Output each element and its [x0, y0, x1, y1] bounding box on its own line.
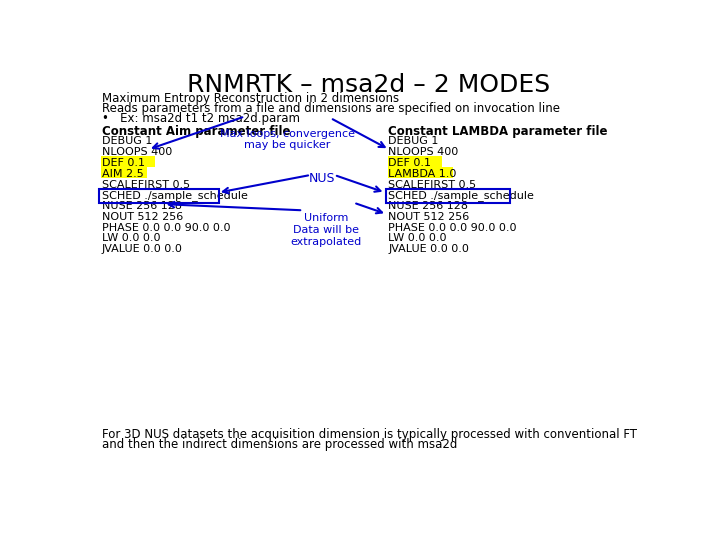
Text: DEBUG 1: DEBUG 1	[102, 137, 152, 146]
Text: AIM 2.5: AIM 2.5	[102, 168, 143, 179]
Text: NUSE 256 128: NUSE 256 128	[102, 201, 181, 211]
Text: NOUT 512 256: NOUT 512 256	[388, 212, 469, 222]
Text: SCHED ./sample_schedule: SCHED ./sample_schedule	[388, 190, 534, 201]
Text: and then the indirect dimensions are processed with msa2d: and then the indirect dimensions are pro…	[102, 438, 457, 451]
Text: NUS: NUS	[310, 172, 336, 185]
Bar	[387, 167, 454, 178]
Bar	[387, 157, 442, 167]
Text: LW 0.0 0.0: LW 0.0 0.0	[388, 233, 447, 244]
Text: Max loops, convergence
may be quicker: Max loops, convergence may be quicker	[220, 129, 355, 150]
Text: LW 0.0 0.0: LW 0.0 0.0	[102, 233, 160, 244]
Text: JVALUE 0.0 0.0: JVALUE 0.0 0.0	[102, 244, 182, 254]
Text: NUSE 256 128: NUSE 256 128	[388, 201, 469, 211]
Text: Constant Aim parameter file: Constant Aim parameter file	[102, 125, 290, 138]
Bar	[99, 189, 220, 202]
Text: Uniform
Data will be
extrapolated: Uniform Data will be extrapolated	[291, 213, 362, 247]
Text: PHASE 0.0 0.0 90.0 0.0: PHASE 0.0 0.0 90.0 0.0	[388, 222, 517, 233]
Text: Constant LAMBDA parameter file: Constant LAMBDA parameter file	[388, 125, 608, 138]
Text: PHASE 0.0 0.0 90.0 0.0: PHASE 0.0 0.0 90.0 0.0	[102, 222, 230, 233]
Text: SCHED ./sample_schedule: SCHED ./sample_schedule	[102, 190, 248, 201]
Text: JVALUE 0.0 0.0: JVALUE 0.0 0.0	[388, 244, 469, 254]
Text: DEF 0.1: DEF 0.1	[102, 158, 145, 168]
Text: NLOOPS 400: NLOOPS 400	[388, 147, 459, 157]
Bar	[386, 189, 510, 202]
Text: Maximum Entropy Reconstruction in 2 dimensions: Maximum Entropy Reconstruction in 2 dime…	[102, 92, 399, 105]
Text: NOUT 512 256: NOUT 512 256	[102, 212, 183, 222]
Text: SCALEFIRST 0.5: SCALEFIRST 0.5	[102, 179, 190, 190]
Text: DEBUG 1: DEBUG 1	[388, 137, 438, 146]
Bar	[101, 167, 148, 178]
Text: NLOOPS 400: NLOOPS 400	[102, 147, 172, 157]
Text: •   Ex: msa2d t1 t2 msa2d.param: • Ex: msa2d t1 t2 msa2d.param	[102, 112, 300, 125]
Text: Reads parameters from a file and dimensions are specified on invocation line: Reads parameters from a file and dimensi…	[102, 102, 559, 115]
Bar	[101, 157, 155, 167]
Text: SCALEFIRST 0.5: SCALEFIRST 0.5	[388, 179, 477, 190]
Text: RNMRTK – msa2d – 2 MODES: RNMRTK – msa2d – 2 MODES	[187, 72, 551, 97]
Text: For 3D NUS datasets the acquisition dimension is typically processed with conven: For 3D NUS datasets the acquisition dime…	[102, 428, 636, 441]
Text: DEF 0.1: DEF 0.1	[388, 158, 431, 168]
Text: LAMBDA 1.0: LAMBDA 1.0	[388, 168, 456, 179]
